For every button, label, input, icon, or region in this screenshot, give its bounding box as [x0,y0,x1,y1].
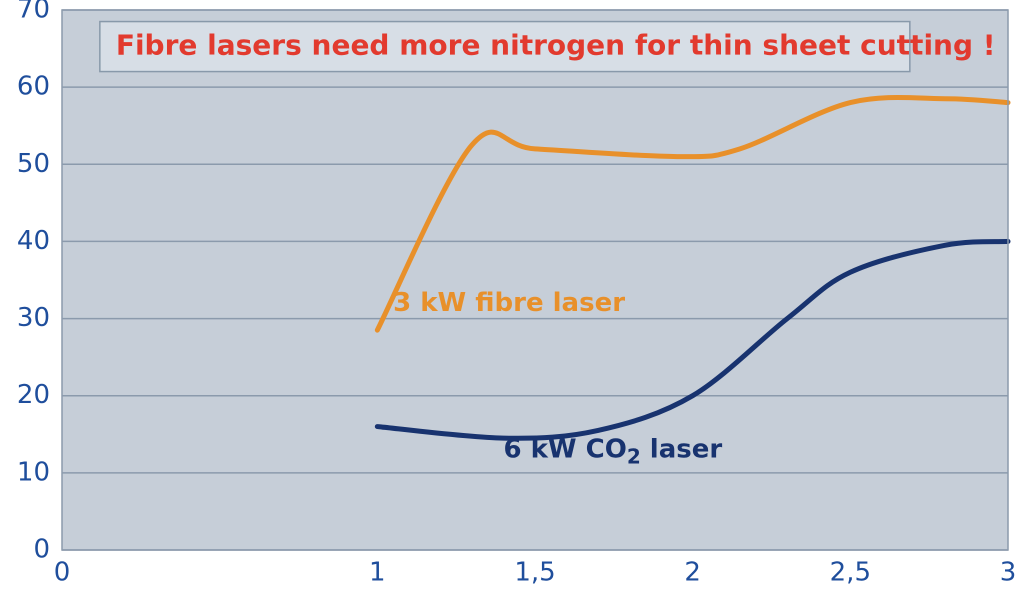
x-tick-label: 1,5 [514,557,555,587]
series-label-fibre: 3 kW fibre laser [393,288,625,318]
x-tick-label: 2,5 [830,557,871,587]
y-tick-label: 50 [17,149,50,179]
y-tick-label: 0 [33,535,50,565]
x-tick-label: 0 [54,557,71,587]
x-tick-label: 2 [684,557,701,587]
plot-area [62,10,1008,550]
series-label-co2: 6 kW CO2 laser [503,434,722,468]
y-tick-label: 30 [17,303,50,333]
chart-svg: 0 10 20 30 40 50 60 70 0 1 1,5 2 2,5 3 3 kW fibre lase… [0,0,1023,597]
y-tick-label: 10 [17,457,50,487]
nitrogen-chart: 0 10 20 30 40 50 60 70 0 1 1,5 2 2,5 3 3 kW fibre lase… [0,0,1023,597]
x-tick-label: 3 [1000,557,1017,587]
y-tick-label: 40 [17,226,50,256]
y-tick-label: 20 [17,380,50,410]
x-tick-label: 1 [369,557,386,587]
annotation-text: Fibre lasers need more nitrogen for thin… [116,29,996,62]
y-tick-label: 70 [17,0,50,25]
y-tick-label: 60 [17,72,50,102]
